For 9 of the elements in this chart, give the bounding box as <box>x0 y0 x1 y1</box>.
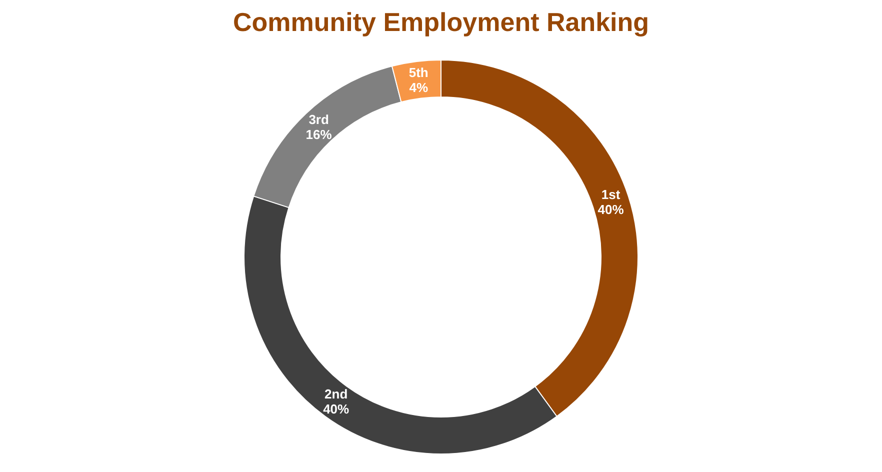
slice-label: 1st <box>601 186 621 202</box>
data-label: 4% <box>409 80 428 95</box>
data-label: 40% <box>598 202 624 217</box>
chart-title: Community Employment Ranking <box>232 7 650 37</box>
slice-label: 5th <box>408 64 428 80</box>
slice-label: 2nd <box>324 386 348 402</box>
data-label: 40% <box>323 401 350 416</box>
slice-label: 3rd <box>308 112 329 127</box>
data-label: 16% <box>306 126 332 142</box>
